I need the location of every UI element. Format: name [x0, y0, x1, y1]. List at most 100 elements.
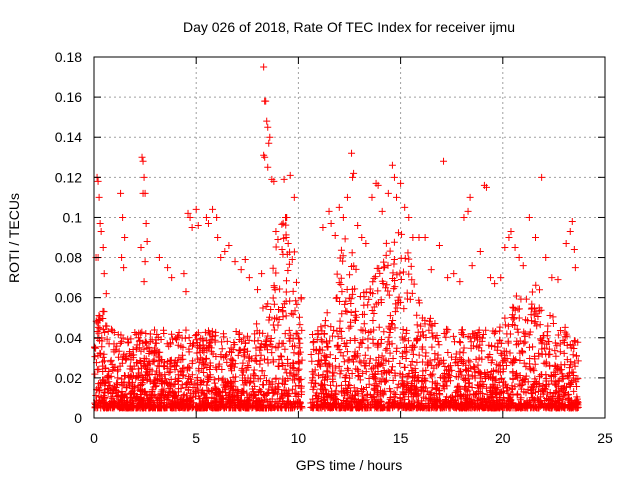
data-point: [546, 312, 554, 320]
data-point: [296, 339, 304, 347]
data-point: [174, 333, 182, 341]
data-point: [505, 234, 513, 241]
data-point: [177, 356, 185, 364]
data-point: [297, 294, 305, 302]
data-point: [238, 391, 246, 399]
data-point: [285, 326, 293, 334]
data-point: [440, 356, 448, 364]
data-point: [168, 403, 176, 411]
y-tick-label: 0.18: [55, 49, 82, 65]
data-point: [371, 273, 379, 281]
data-point: [244, 364, 252, 372]
chart-title: Day 026 of 2018, Rate Of TEC Index for r…: [183, 19, 515, 35]
data-point: [202, 354, 210, 362]
data-point: [276, 285, 284, 293]
data-point: [122, 356, 130, 364]
data-point: [186, 364, 194, 372]
data-point: [526, 328, 534, 336]
data-point: [272, 227, 280, 235]
data-point: [447, 377, 455, 385]
data-point: [115, 347, 123, 355]
data-point: [343, 308, 351, 316]
data-point: [348, 149, 356, 157]
data-point: [295, 335, 303, 343]
data-point: [351, 317, 359, 325]
data-point: [169, 335, 177, 343]
data-point: [484, 354, 492, 362]
data-point: [113, 401, 121, 409]
data-point: [568, 368, 576, 376]
data-point: [292, 382, 300, 390]
data-point: [378, 403, 386, 411]
data-point: [172, 392, 180, 400]
data-point: [267, 335, 275, 343]
data-point: [364, 301, 372, 309]
data-point: [434, 403, 442, 411]
data-point: [507, 227, 515, 235]
data-point: [434, 396, 442, 404]
data-point: [368, 193, 376, 201]
data-point: [234, 388, 242, 396]
data-point: [349, 173, 357, 181]
data-point: [393, 193, 401, 201]
data-point: [188, 393, 196, 401]
data-point: [248, 385, 256, 393]
data-point: [140, 375, 148, 383]
data-point: [100, 350, 108, 358]
data-point: [503, 330, 511, 338]
data-point: [317, 336, 325, 344]
data-point: [413, 335, 421, 343]
data-point: [529, 382, 537, 390]
data-point: [289, 403, 297, 411]
data-point: [390, 285, 398, 293]
data-point: [457, 355, 465, 363]
data-point: [371, 384, 379, 392]
data-point: [417, 322, 425, 330]
data-point: [384, 338, 392, 346]
data-point: [102, 364, 110, 372]
data-point: [509, 375, 517, 383]
data-point: [189, 383, 197, 391]
data-point: [404, 337, 412, 345]
data-point: [282, 213, 290, 221]
data-point: [355, 372, 363, 380]
data-point: [478, 337, 486, 345]
data-point: [369, 317, 377, 325]
data-point: [395, 299, 403, 307]
data-point: [408, 358, 416, 366]
data-point: [504, 322, 512, 330]
data-point: [119, 213, 127, 221]
data-point: [317, 323, 325, 331]
data-point: [222, 378, 230, 386]
data-point: [378, 207, 386, 215]
data-point: [568, 403, 576, 411]
data-point: [496, 362, 504, 370]
data-point: [101, 389, 109, 397]
data-point: [270, 177, 278, 185]
data-point: [385, 322, 393, 330]
data-point: [517, 394, 525, 402]
data-point: [180, 270, 188, 278]
data-point: [374, 181, 382, 189]
data-point: [316, 361, 324, 369]
data-point: [468, 383, 476, 391]
data-point: [99, 376, 107, 384]
data-point: [521, 332, 529, 340]
data-point: [382, 346, 390, 354]
data-point: [497, 274, 505, 282]
data-point: [268, 380, 276, 388]
data-point: [325, 391, 333, 399]
x-tick-label: 5: [192, 430, 200, 446]
data-point: [225, 242, 233, 250]
data-point: [126, 373, 134, 381]
data-point: [386, 247, 394, 255]
data-point: [263, 389, 271, 397]
data-point: [295, 381, 303, 389]
data-point: [134, 382, 142, 390]
data-point: [211, 404, 219, 412]
data-point: [111, 382, 119, 390]
data-point: [362, 368, 370, 376]
data-point: [243, 389, 251, 397]
data-point: [399, 388, 407, 396]
data-point: [281, 330, 289, 338]
